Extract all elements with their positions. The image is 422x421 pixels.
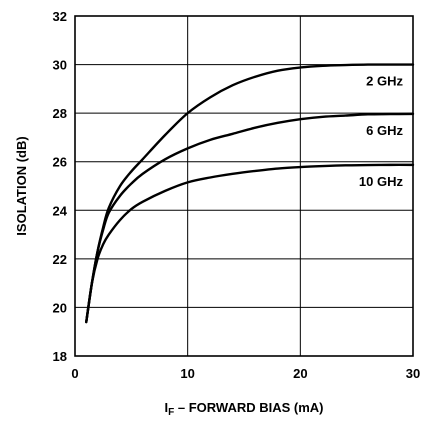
series-label-10-ghz: 10 GHz — [359, 174, 404, 189]
plot-frame — [74, 15, 414, 357]
series-label-6-ghz: 6 GHz — [366, 123, 403, 138]
series-labels: 2 GHz 6 GHz 10 GHz — [359, 74, 404, 189]
x-tick-label: 0 — [71, 366, 78, 381]
series-line-6-ghz — [85, 112, 415, 324]
tick-labels: 0 10 20 30 18 20 22 24 26 28 30 32 — [53, 9, 421, 381]
y-tick-label: 26 — [53, 155, 67, 170]
series-label-2-ghz: 2 GHz — [366, 74, 403, 89]
y-tick-label: 30 — [53, 58, 67, 73]
x-tick-label: 20 — [293, 366, 307, 381]
x-axis-title-subscript: F — [168, 407, 174, 418]
curves — [85, 63, 415, 324]
x-axis-title-rest: – FORWARD BIAS (mA) — [174, 400, 323, 415]
y-tick-label: 28 — [53, 106, 67, 121]
y-axis-title: ISOLATION (dB) — [14, 136, 29, 235]
y-tick-label: 18 — [53, 349, 67, 364]
series-line-2-ghz — [85, 63, 415, 324]
y-tick-label: 20 — [53, 300, 67, 315]
x-tick-label: 30 — [406, 366, 420, 381]
x-tick-label: 10 — [180, 366, 194, 381]
series-line-10-ghz — [85, 163, 415, 324]
x-axis-title: IF – FORWARD BIAS (mA) — [165, 400, 324, 418]
y-tick-label: 24 — [53, 203, 68, 218]
y-tick-label: 22 — [53, 252, 67, 267]
x-axis-title-symbol: I — [165, 400, 169, 415]
y-tick-label: 32 — [53, 9, 67, 24]
